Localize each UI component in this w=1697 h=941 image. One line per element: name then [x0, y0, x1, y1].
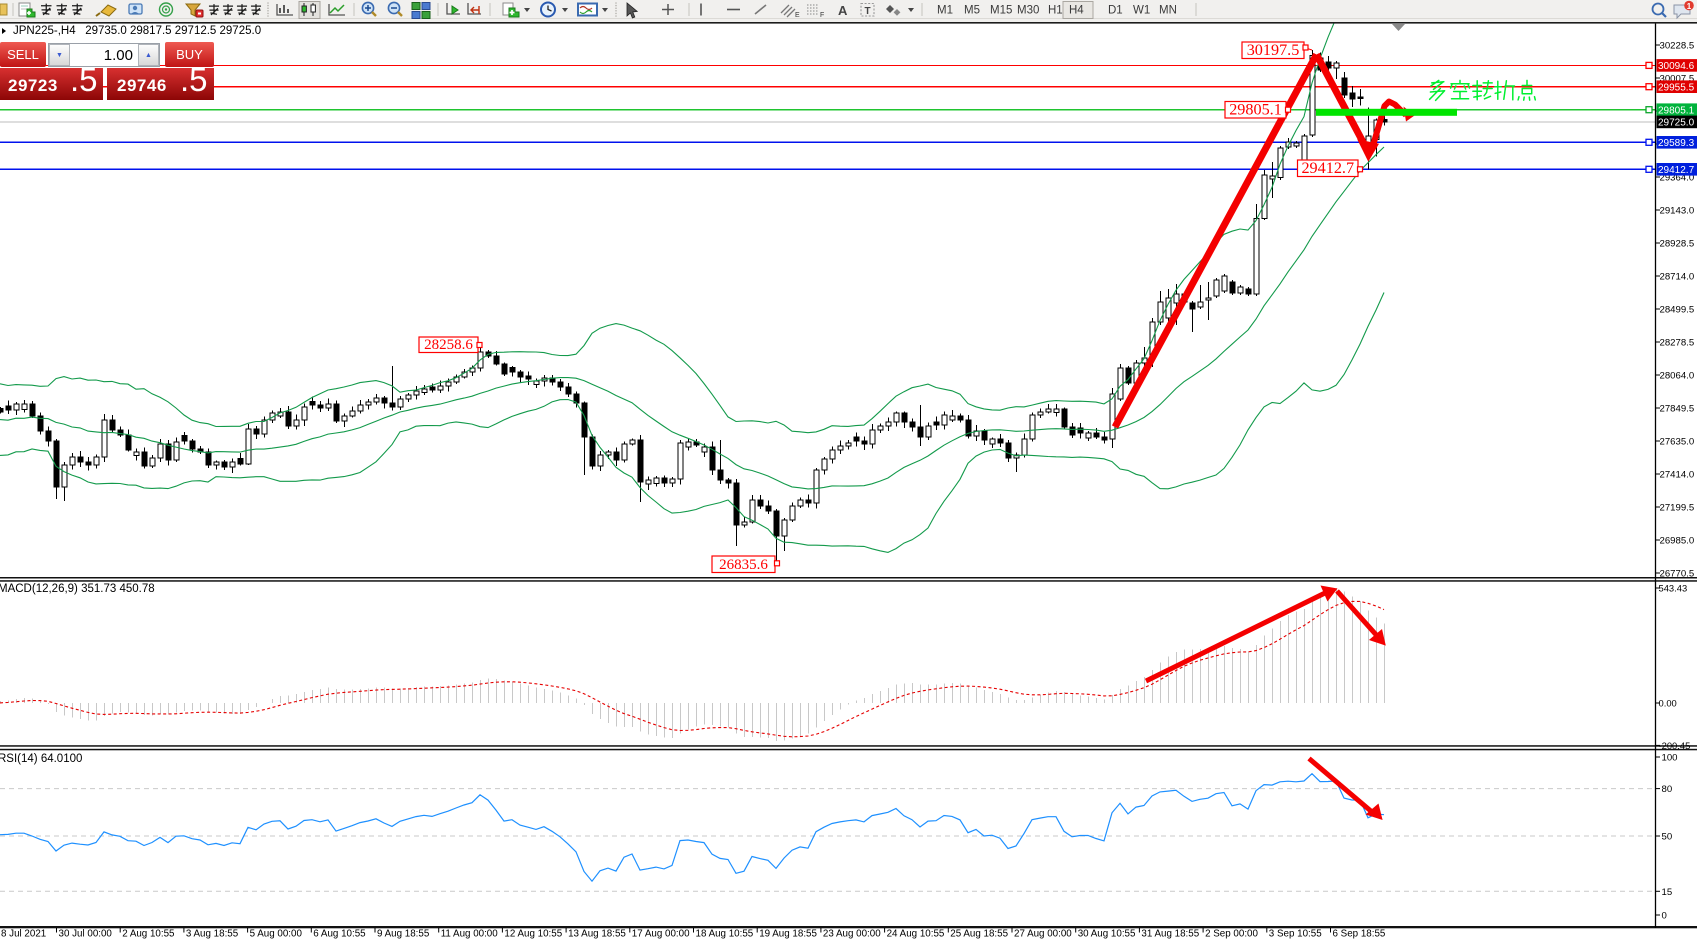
svg-text:26770.5: 26770.5: [1660, 569, 1695, 580]
svg-text:29955.5: 29955.5: [1658, 82, 1695, 93]
svg-text:26985.0: 26985.0: [1660, 536, 1695, 547]
svg-text:30094.6: 30094.6: [1658, 61, 1695, 72]
svg-text:29805.1: 29805.1: [1658, 105, 1695, 116]
svg-text:24 Aug 10:55: 24 Aug 10:55: [887, 929, 945, 940]
svg-text:30 Jul 00:00: 30 Jul 00:00: [59, 929, 113, 940]
svg-text:28714.0: 28714.0: [1660, 272, 1695, 283]
svg-text:28278.5: 28278.5: [1660, 338, 1695, 349]
svg-text:M15: M15: [990, 5, 1012, 17]
svg-text:3 Aug 18:55: 3 Aug 18:55: [186, 929, 239, 940]
svg-text:2 Sep 00:00: 2 Sep 00:00: [1205, 929, 1258, 940]
svg-text:17 Aug 00:00: 17 Aug 00:00: [632, 929, 690, 940]
svg-text:E: E: [795, 12, 800, 19]
svg-text:T: T: [865, 6, 871, 17]
svg-text:H4: H4: [1069, 5, 1084, 17]
svg-text:2 Aug 10:55: 2 Aug 10:55: [122, 929, 175, 940]
svg-text:MACD(12,26,9) 351.73 450.78: MACD(12,26,9) 351.73 450.78: [0, 583, 155, 595]
svg-text:D1: D1: [1108, 5, 1123, 17]
svg-text:28258.6: 28258.6: [424, 337, 473, 353]
svg-text:30 Aug 10:55: 30 Aug 10:55: [1078, 929, 1136, 940]
svg-text:543.43: 543.43: [1659, 583, 1688, 594]
svg-text:30197.5: 30197.5: [1247, 41, 1300, 59]
svg-text:30228.5: 30228.5: [1660, 41, 1695, 52]
svg-text:1: 1: [1687, 2, 1692, 11]
svg-text:27849.5: 27849.5: [1660, 404, 1695, 415]
svg-text:6 Sep 18:55: 6 Sep 18:55: [1333, 929, 1386, 940]
svg-text:27199.5: 27199.5: [1660, 503, 1695, 514]
svg-text:25 Aug 18:55: 25 Aug 18:55: [950, 929, 1008, 940]
svg-text:W1: W1: [1133, 5, 1150, 17]
svg-text:H1: H1: [1048, 5, 1063, 17]
svg-text:15: 15: [1662, 887, 1673, 898]
svg-text:29412.7: 29412.7: [1301, 159, 1354, 177]
svg-text:27 Aug 00:00: 27 Aug 00:00: [1014, 929, 1072, 940]
svg-text:27414.0: 27414.0: [1660, 470, 1695, 481]
svg-text:18 Aug 10:55: 18 Aug 10:55: [696, 929, 754, 940]
svg-text:9 Aug 18:55: 9 Aug 18:55: [377, 929, 430, 940]
svg-text:M30: M30: [1017, 5, 1039, 17]
svg-text:0.00: 0.00: [1659, 698, 1677, 709]
svg-text:A: A: [838, 3, 848, 18]
svg-text:0: 0: [1662, 911, 1667, 922]
svg-text:28499.5: 28499.5: [1660, 305, 1695, 316]
svg-text:28064.0: 28064.0: [1660, 371, 1695, 382]
svg-text:100: 100: [1662, 753, 1678, 764]
svg-text:6 Aug 10:55: 6 Aug 10:55: [313, 929, 366, 940]
svg-text:M1: M1: [937, 5, 953, 17]
svg-text:26835.6: 26835.6: [719, 557, 768, 573]
svg-text:29589.3: 29589.3: [1658, 138, 1695, 149]
svg-text:-200.45: -200.45: [1659, 740, 1691, 751]
svg-text:29412.7: 29412.7: [1658, 165, 1695, 176]
svg-text:27635.0: 27635.0: [1660, 437, 1695, 448]
svg-text:13 Aug 18:55: 13 Aug 18:55: [568, 929, 626, 940]
svg-text:3 Sep 10:55: 3 Sep 10:55: [1269, 929, 1322, 940]
svg-text:50: 50: [1662, 832, 1673, 843]
svg-text:12 Aug 10:55: 12 Aug 10:55: [504, 929, 562, 940]
svg-text:31 Aug 18:55: 31 Aug 18:55: [1141, 929, 1199, 940]
svg-text:8 Jul 2021: 8 Jul 2021: [1, 929, 46, 940]
svg-text:29143.0: 29143.0: [1660, 206, 1695, 217]
svg-text:29725.0: 29725.0: [1658, 118, 1695, 129]
svg-text:11 Aug 00:00: 11 Aug 00:00: [441, 929, 499, 940]
svg-text:80: 80: [1662, 784, 1673, 795]
svg-text:M5: M5: [964, 5, 980, 17]
svg-text:19 Aug 18:55: 19 Aug 18:55: [759, 929, 817, 940]
svg-text:30007.5: 30007.5: [1660, 74, 1695, 85]
svg-text:F: F: [820, 12, 824, 19]
svg-text:28928.5: 28928.5: [1660, 239, 1695, 250]
svg-text:29364.0: 29364.0: [1660, 173, 1695, 184]
svg-text:23 Aug 00:00: 23 Aug 00:00: [823, 929, 881, 940]
svg-text:5 Aug 00:00: 5 Aug 00:00: [250, 929, 303, 940]
svg-text:MN: MN: [1159, 5, 1177, 17]
svg-text:29805.1: 29805.1: [1229, 101, 1282, 119]
svg-text:RSI(14) 64.0100: RSI(14) 64.0100: [0, 753, 82, 765]
